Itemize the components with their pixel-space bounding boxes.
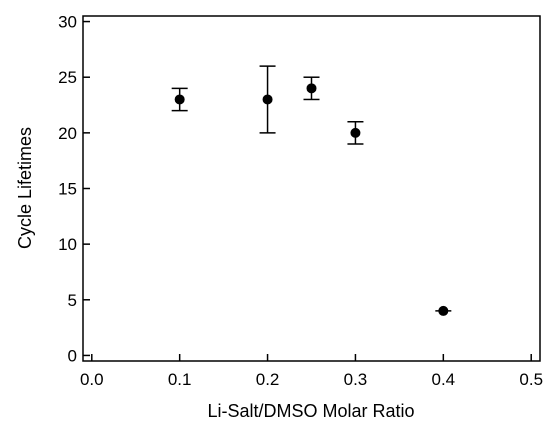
x-tick-label: 0.1 — [168, 370, 192, 389]
x-tick-label: 0.0 — [80, 370, 104, 389]
y-tick-label: 25 — [58, 68, 77, 87]
data-point — [171, 87, 188, 112]
y-tick-label: 5 — [68, 291, 77, 310]
data-point — [259, 65, 276, 134]
y-tick-label: 15 — [58, 180, 77, 199]
data-points — [171, 65, 452, 316]
y-tick-label: 10 — [58, 235, 77, 254]
x-axis-title: Li-Salt/DMSO Molar Ratio — [207, 401, 414, 421]
x-tick-label: 0.4 — [432, 370, 456, 389]
y-axis: 0 5 10 15 20 25 30 — [58, 13, 90, 365]
x-tick-label: 0.5 — [519, 370, 543, 389]
y-axis-title: Cycle Lifetimes — [15, 127, 35, 249]
data-point — [347, 120, 364, 145]
point-marker — [350, 127, 361, 138]
x-tick-label: 0.2 — [256, 370, 280, 389]
y-tick-label: 30 — [58, 13, 77, 32]
x-tick-label: 0.3 — [344, 370, 368, 389]
y-tick-label: 20 — [58, 124, 77, 143]
x-axis: 0.0 0.1 0.2 0.3 0.4 0.5 — [80, 354, 543, 389]
point-marker — [174, 94, 185, 105]
data-point — [303, 76, 320, 101]
point-marker — [306, 83, 317, 94]
plot-frame — [82, 15, 541, 362]
point-marker — [438, 305, 449, 316]
y-tick-label: 0 — [68, 346, 77, 365]
point-marker — [262, 94, 273, 105]
data-point — [435, 305, 452, 316]
